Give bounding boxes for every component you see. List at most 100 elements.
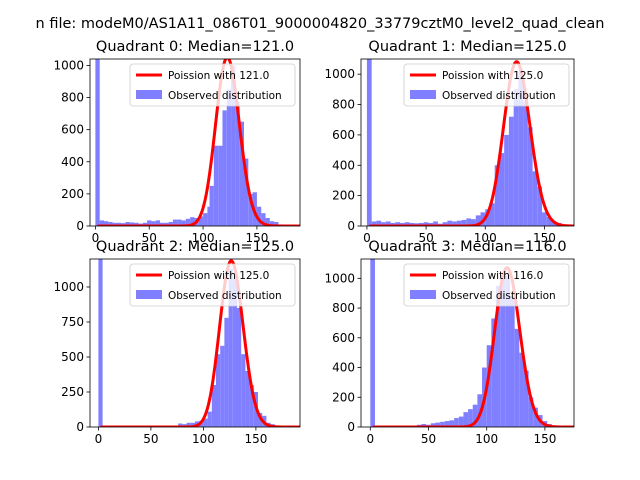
histogram-bar bbox=[261, 213, 266, 226]
legend-label-poisson: Poission with 125.0 bbox=[442, 70, 543, 82]
chart-title: Quadrant 2: Median=125.0 bbox=[96, 239, 294, 255]
y-tick-label: 200 bbox=[61, 187, 84, 201]
axes-frame bbox=[360, 58, 575, 227]
legend-box bbox=[129, 263, 296, 307]
x-tick-label: 100 bbox=[474, 231, 497, 245]
histogram-bar bbox=[523, 370, 529, 427]
axes-frame bbox=[89, 58, 301, 227]
histogram-bar bbox=[203, 418, 208, 427]
y-tick-label: 0 bbox=[347, 219, 355, 233]
legend-label-observed: Observed distribution bbox=[168, 90, 282, 102]
y-tick-label: 200 bbox=[332, 390, 355, 404]
histogram-bar bbox=[430, 423, 436, 427]
histogram-bar bbox=[381, 222, 386, 226]
x-tick-label: 100 bbox=[192, 432, 215, 446]
histogram-bar bbox=[95, 59, 100, 226]
histogram-bar bbox=[222, 110, 227, 226]
histogram-bar bbox=[461, 219, 467, 226]
histogram-bar bbox=[376, 220, 382, 226]
legend-box bbox=[403, 263, 570, 307]
y-tick-label: 800 bbox=[61, 91, 84, 105]
x-tick-label: 50 bbox=[421, 432, 436, 446]
histogram-bar bbox=[485, 209, 490, 226]
histogram-bar bbox=[168, 221, 173, 226]
histogram-bar bbox=[207, 411, 212, 427]
histogram-bar bbox=[220, 345, 225, 427]
histogram-bar bbox=[528, 397, 534, 427]
histogram-bar bbox=[513, 89, 519, 226]
chart-title: Quadrant 0: Median=121.0 bbox=[96, 39, 294, 55]
y-tick-label: 600 bbox=[332, 331, 355, 345]
legend-patch-swatch bbox=[410, 90, 436, 99]
y-tick-label: 400 bbox=[332, 361, 355, 375]
x-tick-label: 150 bbox=[245, 231, 268, 245]
histogram-bar bbox=[172, 219, 178, 226]
legend-patch-swatch bbox=[136, 90, 162, 99]
histogram-bar bbox=[366, 59, 372, 226]
histogram-bar bbox=[442, 222, 448, 226]
histogram-bar bbox=[155, 220, 160, 226]
figure-suptitle: n file: modeM0/AS1A11_086T01_9000004820_… bbox=[36, 16, 605, 32]
legend-patch-swatch bbox=[410, 290, 436, 299]
poisson-curve bbox=[372, 266, 574, 427]
histogram-bar bbox=[186, 422, 191, 427]
histogram-bar bbox=[370, 259, 375, 427]
histogram-bar bbox=[99, 220, 104, 226]
histogram-bar bbox=[546, 216, 552, 226]
x-tick-label: 0 bbox=[95, 432, 103, 446]
x-tick-label: 100 bbox=[475, 432, 498, 446]
histogram-bar bbox=[185, 218, 191, 226]
histogram-bar bbox=[160, 222, 165, 226]
histogram-bar bbox=[256, 206, 262, 226]
histogram-bar bbox=[486, 345, 492, 427]
histogram-bar bbox=[499, 153, 505, 226]
histogram-bar bbox=[532, 171, 538, 226]
y-tick-label: 0 bbox=[76, 219, 84, 233]
chart-quadrant-1: 0 50 100 150 0 200 400 600 800 1000 Quadrant 1: Me… bbox=[324, 39, 575, 245]
y-tick-label: 400 bbox=[61, 155, 84, 169]
x-tick-label: 100 bbox=[192, 231, 215, 245]
axes-frame bbox=[89, 258, 301, 428]
chart-title: Quadrant 3: Median=116.0 bbox=[368, 239, 566, 255]
histogram-bar bbox=[224, 317, 229, 427]
y-tick-label: 1000 bbox=[53, 58, 84, 72]
histogram-bar bbox=[500, 275, 506, 427]
histogram-bar bbox=[518, 69, 524, 226]
histogram-bar bbox=[454, 418, 459, 427]
legend-label-observed: Observed distribution bbox=[168, 290, 282, 302]
legend-label-observed: Observed distribution bbox=[442, 90, 556, 102]
y-tick-label: 600 bbox=[332, 128, 355, 142]
histogram-bar bbox=[239, 121, 244, 226]
x-tick-label: 50 bbox=[142, 231, 157, 245]
histogram-bar bbox=[198, 216, 204, 226]
y-tick-label: 1000 bbox=[324, 271, 355, 285]
histogram-bar bbox=[265, 217, 270, 226]
histogram-bar bbox=[245, 371, 250, 427]
histogram-bar bbox=[418, 222, 424, 226]
legend: Poission with 125.0 Observed distribution bbox=[129, 263, 296, 307]
histogram-bar bbox=[423, 222, 429, 226]
y-tick-label: 800 bbox=[332, 98, 355, 112]
histogram-bar bbox=[231, 65, 236, 226]
histogram-bar bbox=[116, 222, 122, 226]
histogram-bar bbox=[108, 221, 113, 226]
histogram-bar bbox=[129, 222, 135, 226]
histogram-bar bbox=[428, 222, 434, 226]
histogram-bar bbox=[147, 220, 152, 226]
histogram-bar bbox=[449, 420, 455, 427]
y-tick-label: 750 bbox=[61, 315, 84, 329]
histogram-bar bbox=[228, 268, 233, 427]
y-tick-label: 1000 bbox=[53, 280, 84, 294]
histogram-bar bbox=[216, 354, 221, 427]
histogram-bar bbox=[537, 186, 543, 226]
y-tick-label: 1000 bbox=[324, 67, 355, 81]
histogram-bar bbox=[551, 221, 557, 226]
plot-area bbox=[370, 259, 574, 427]
axes-frame bbox=[360, 258, 575, 428]
histogram-bar bbox=[472, 404, 478, 427]
histogram-bar bbox=[213, 145, 219, 226]
histogram-bar bbox=[452, 221, 457, 226]
histogram-bar bbox=[504, 134, 509, 226]
histogram-bar bbox=[466, 218, 472, 226]
